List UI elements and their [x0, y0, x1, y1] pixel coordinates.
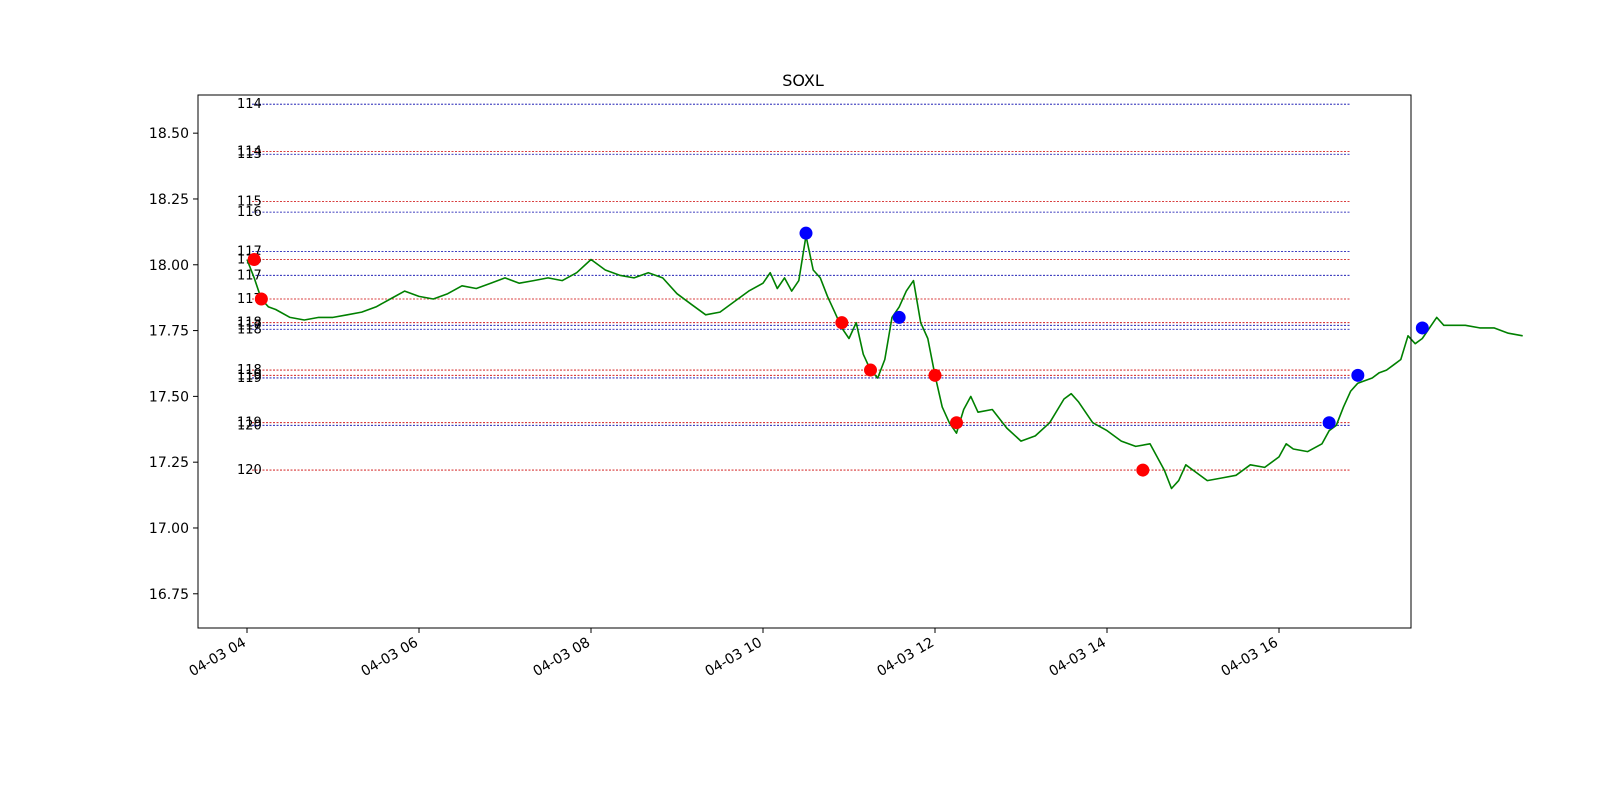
- y-tick-label: 18.50: [149, 126, 189, 142]
- level-label: 119: [237, 371, 262, 386]
- sell-marker: [247, 253, 261, 267]
- sell-marker: [950, 416, 963, 430]
- y-tick-label: 18.00: [149, 258, 189, 274]
- level-label: 117: [237, 268, 262, 283]
- levels-layer: 1141141131151161171161171171181171181181…: [237, 97, 1351, 478]
- level-label: 114: [237, 145, 262, 160]
- level-label: 118: [237, 316, 262, 331]
- y-tick-label: 18.25: [149, 192, 189, 208]
- price-line-layer: [246, 235, 1523, 490]
- price-line: [246, 235, 1523, 490]
- markers-layer: [247, 226, 1429, 477]
- sell-marker: [835, 316, 849, 330]
- buy-marker: [1415, 321, 1429, 335]
- buy-marker: [1322, 416, 1336, 430]
- y-axis: 16.75 17.00 17.25 17.50 17.75 18.00 18.25 18.50: [149, 126, 198, 603]
- level-label: 113: [237, 147, 262, 162]
- buy-marker: [1351, 368, 1365, 382]
- sell-marker: [1136, 463, 1150, 477]
- level-label: 119: [237, 416, 262, 431]
- level-label: 117: [237, 292, 262, 307]
- level-label: 116: [237, 205, 262, 220]
- plot-frame: [197, 94, 1412, 629]
- buy-marker: [892, 310, 906, 324]
- level-label: 114: [237, 97, 262, 112]
- level-label: 118: [237, 322, 262, 337]
- chart-title: SOXL: [782, 71, 824, 90]
- y-tick-label: 16.75: [149, 587, 189, 603]
- y-tick-label: 17.50: [149, 389, 189, 405]
- y-tick-label: 17.25: [149, 455, 189, 471]
- buy-marker: [799, 226, 813, 240]
- sell-marker: [254, 292, 268, 306]
- level-label: 119: [237, 368, 262, 383]
- level-label: 120: [237, 418, 262, 433]
- y-tick-label: 17.00: [149, 521, 189, 537]
- level-label: 120: [237, 463, 262, 478]
- sell-marker: [864, 363, 877, 377]
- sell-marker: [928, 368, 942, 382]
- level-label: 115: [237, 195, 262, 210]
- level-label: 118: [237, 363, 262, 378]
- y-tick-label: 17.75: [149, 324, 189, 340]
